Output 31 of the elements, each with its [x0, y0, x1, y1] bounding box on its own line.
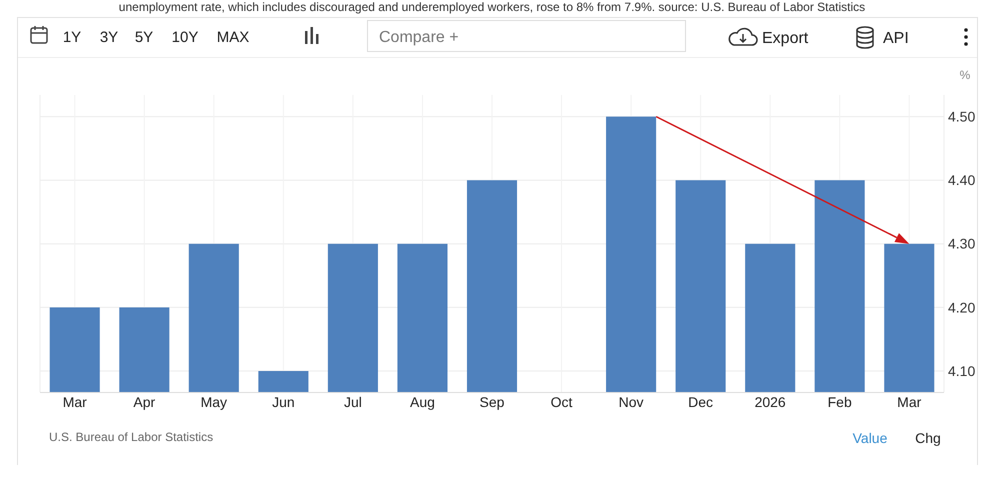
y-tick-label: 4.10	[948, 362, 976, 379]
text: Value	[852, 430, 888, 446]
y-tick-label: 4.20	[948, 299, 976, 316]
x-tick-label: Mar	[897, 394, 922, 410]
x-tick-label: Aug	[410, 394, 435, 410]
text: MAX	[216, 29, 250, 46]
x-tick-label: Apr	[133, 394, 156, 410]
text: 3Y	[100, 29, 118, 46]
text: Export	[762, 30, 809, 47]
x-tick-label: Jun	[272, 394, 295, 410]
text: 1Y	[62, 29, 82, 46]
text: U.S. Bureau of Labor Statistics	[49, 430, 214, 444]
x-tick-label: Jul	[344, 394, 362, 410]
x-tick-label: Mar	[62, 394, 88, 410]
y-axis-title: %	[960, 68, 971, 82]
y-tick-label: 4.50	[948, 108, 976, 125]
x-tick-label: Dec	[688, 394, 714, 410]
text: API	[883, 30, 909, 47]
y-tick-label: 4.30	[948, 236, 976, 252]
text: Compare +	[379, 29, 459, 46]
y-tick-label: 4.40	[948, 172, 976, 188]
x-tick-label: Feb	[828, 394, 852, 410]
x-tick-label: Nov	[618, 394, 644, 410]
chart-title: unemployment rate, which includes discouraged and underemployed workers, rose to 8% from 7.9%. source: U.S. Bureau of Labor Statistics	[118, 0, 866, 14]
text: 5Y	[134, 29, 154, 46]
text: Chg	[915, 430, 941, 446]
x-tick-label: May	[200, 394, 228, 410]
text: 10Y	[172, 29, 198, 46]
x-tick-label: Oct	[550, 394, 573, 410]
x-tick-label: Sep	[480, 394, 505, 410]
x-tick-label: 2026	[754, 394, 786, 410]
